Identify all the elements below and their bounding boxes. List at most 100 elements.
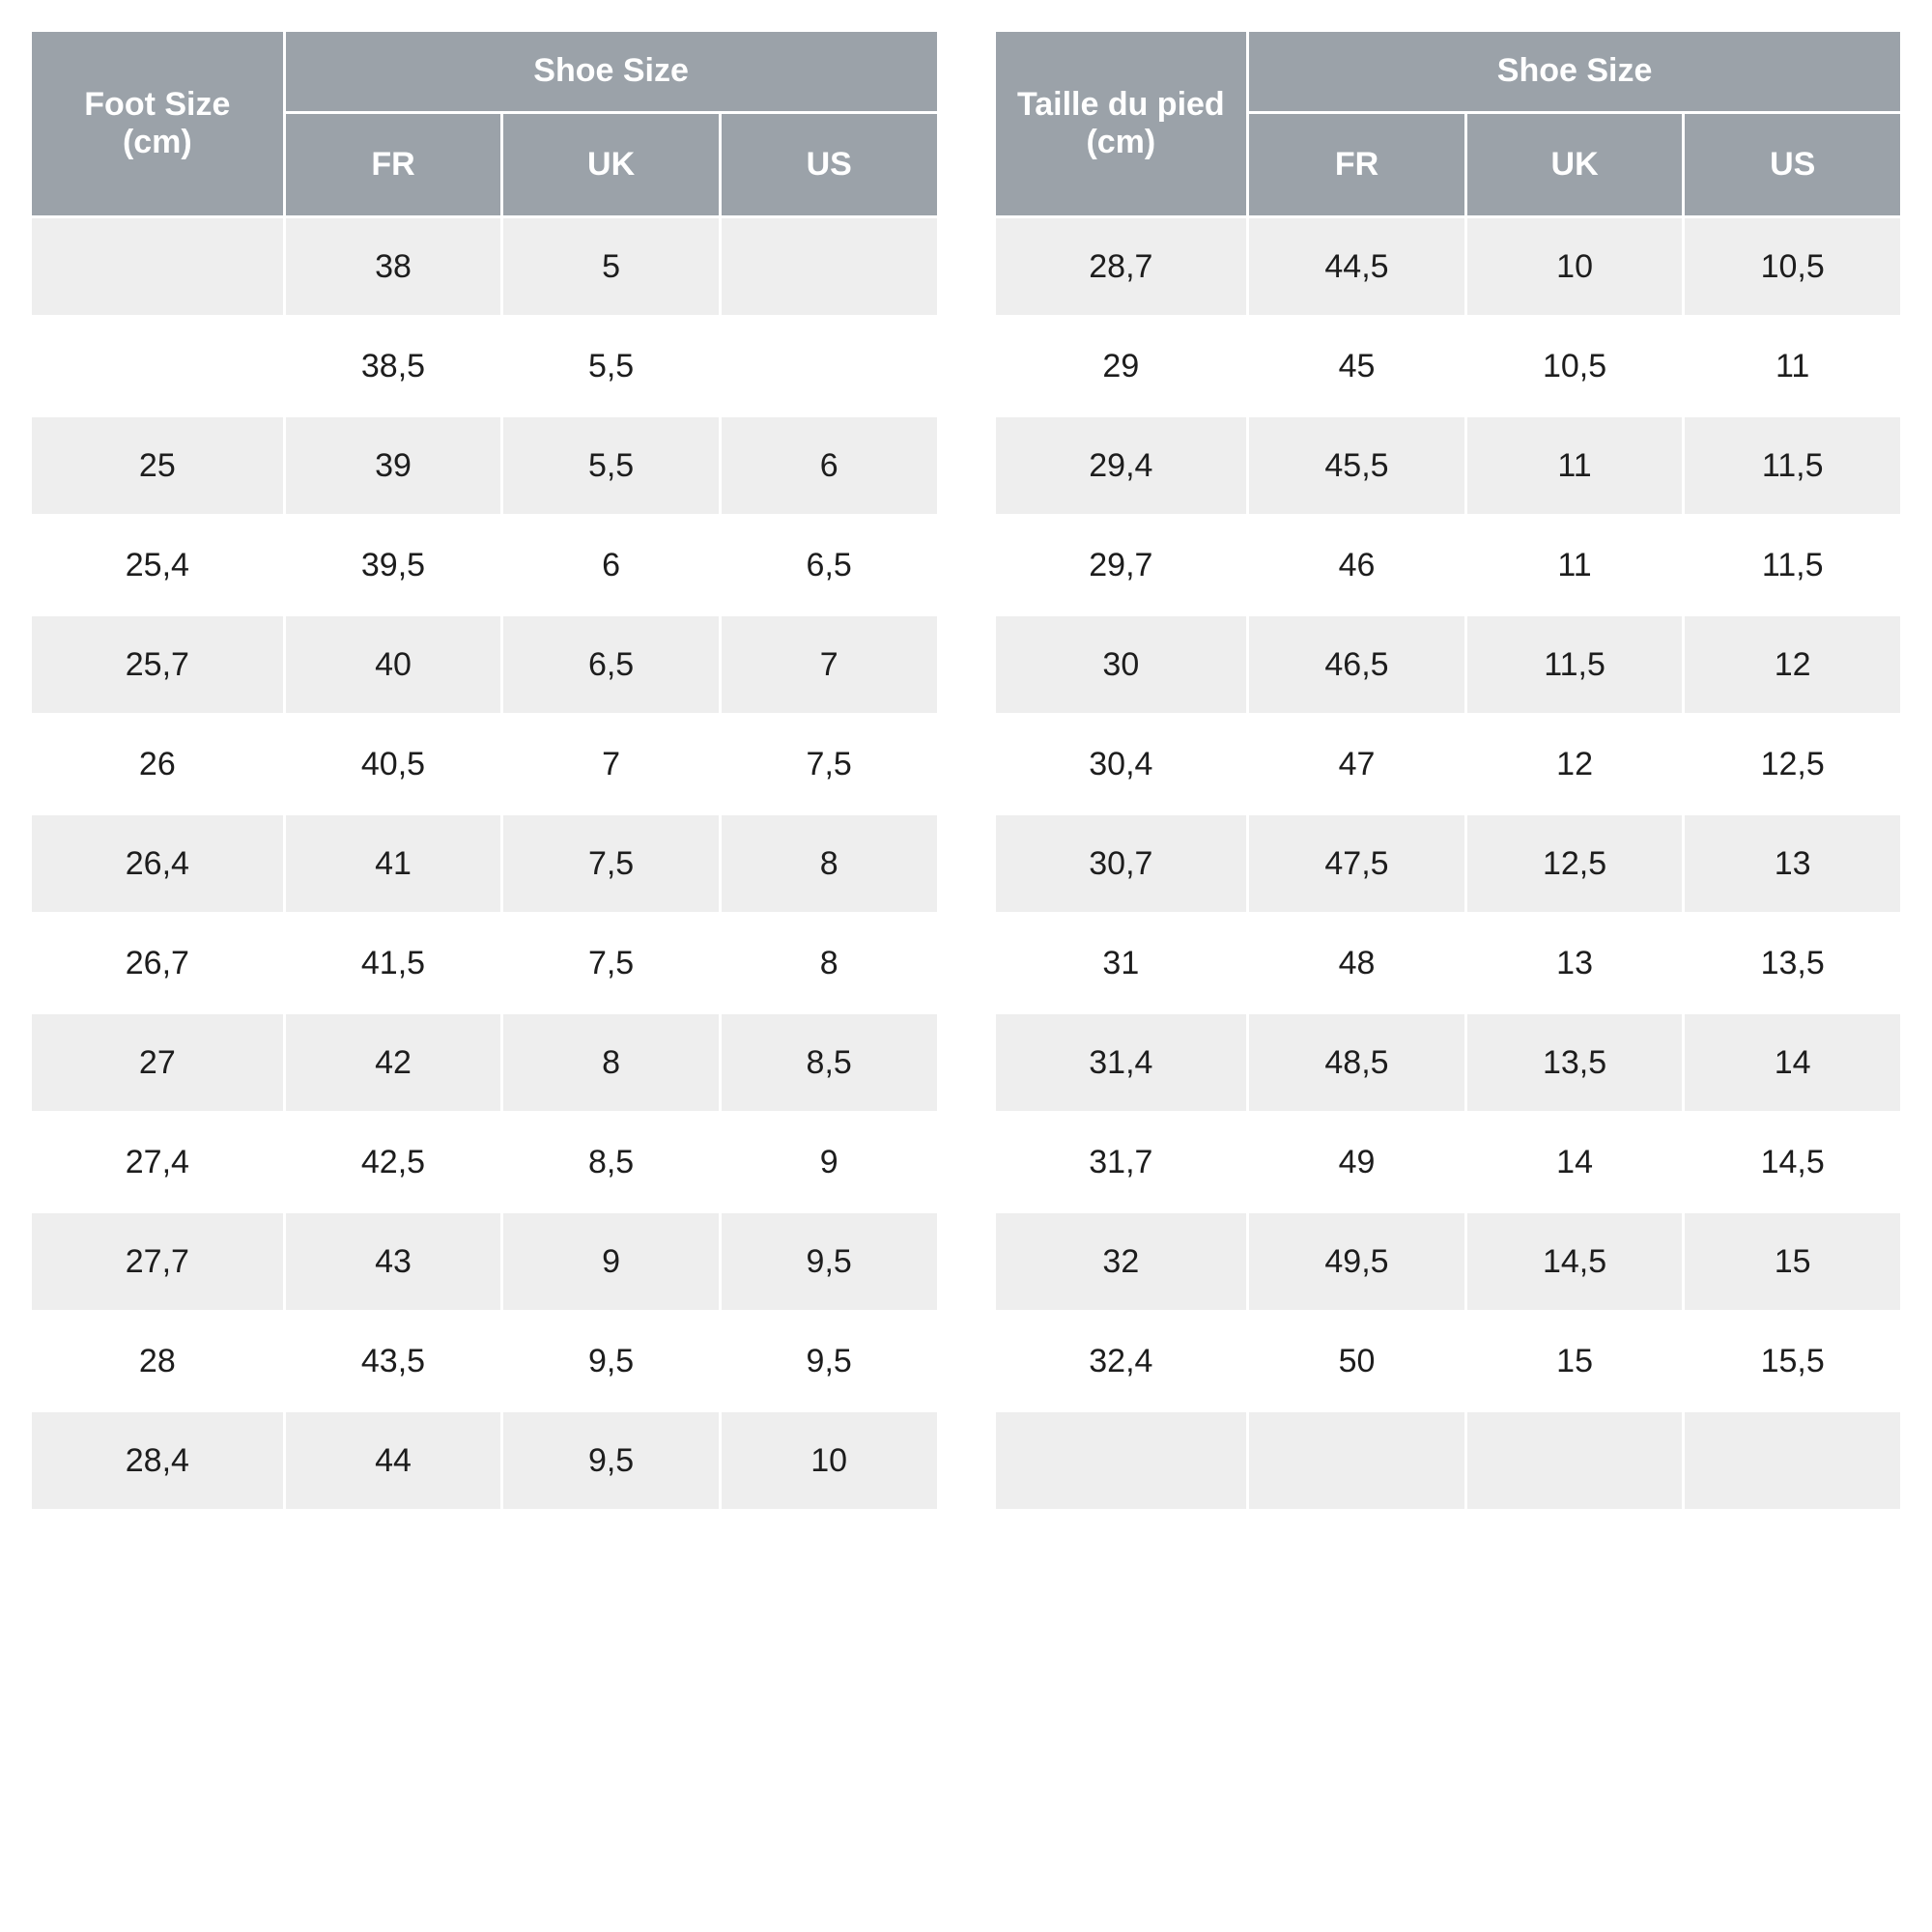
cell-uk: 12: [1467, 716, 1683, 812]
cell-fr: 48,5: [1249, 1014, 1464, 1111]
table-row: 385: [32, 218, 937, 315]
cell-fr: 42: [286, 1014, 501, 1111]
header-fr: FR: [286, 114, 501, 215]
tables-wrap: Foot Size(cm) Shoe Size FR UK US 38538,5…: [29, 29, 1903, 1512]
header-foot-size: Foot Size(cm): [32, 32, 283, 215]
cell-uk: 6,5: [503, 616, 719, 713]
cell-foot-cm: 28,4: [32, 1412, 283, 1509]
cell-foot-cm: 25,7: [32, 616, 283, 713]
cell-foot-cm: 28,7: [996, 218, 1247, 315]
cell-uk: 6: [503, 517, 719, 613]
table-row: 26,741,57,58: [32, 915, 937, 1011]
cell-fr: 43,5: [286, 1313, 501, 1409]
cell-uk: 12,5: [1467, 815, 1683, 912]
table-body-right: 28,744,51010,5294510,51129,445,51111,529…: [996, 218, 1901, 1509]
cell-fr: 40,5: [286, 716, 501, 812]
cell-foot-cm: [996, 1412, 1247, 1509]
cell-fr: 47,5: [1249, 815, 1464, 912]
cell-uk: 9,5: [503, 1412, 719, 1509]
cell-fr: 45,5: [1249, 417, 1464, 514]
cell-us: 12: [1685, 616, 1900, 713]
cell-uk: 10: [1467, 218, 1683, 315]
cell-fr: [1249, 1412, 1464, 1509]
cell-foot-cm: 31,4: [996, 1014, 1247, 1111]
cell-fr: 45: [1249, 318, 1464, 414]
cell-us: 15,5: [1685, 1313, 1900, 1409]
table-row: 31,448,513,514: [996, 1014, 1901, 1111]
cell-foot-cm: 32,4: [996, 1313, 1247, 1409]
table-row: 27,442,58,59: [32, 1114, 937, 1210]
cell-uk: 5,5: [503, 417, 719, 514]
header-shoe-size: Shoe Size: [286, 32, 937, 111]
table-row: 31481313,5: [996, 915, 1901, 1011]
cell-uk: 8,5: [503, 1114, 719, 1210]
header-foot-size: Taille du pied(cm): [996, 32, 1247, 215]
cell-foot-cm: 30: [996, 616, 1247, 713]
cell-us: 15: [1685, 1213, 1900, 1310]
cell-uk: 13: [1467, 915, 1683, 1011]
cell-uk: 7: [503, 716, 719, 812]
cell-foot-cm: [32, 218, 283, 315]
cell-fr: 39: [286, 417, 501, 514]
cell-us: 13,5: [1685, 915, 1900, 1011]
cell-us: 8: [722, 915, 937, 1011]
cell-foot-cm: 25,4: [32, 517, 283, 613]
header-uk: UK: [503, 114, 719, 215]
cell-uk: 5,5: [503, 318, 719, 414]
cell-us: 7,5: [722, 716, 937, 812]
cell-us: 6,5: [722, 517, 937, 613]
cell-uk: [1467, 1412, 1683, 1509]
table-body-left: 38538,55,525395,5625,439,566,525,7406,57…: [32, 218, 937, 1509]
cell-fr: 41: [286, 815, 501, 912]
size-table-left: Foot Size(cm) Shoe Size FR UK US 38538,5…: [29, 29, 940, 1512]
cell-foot-cm: 26,4: [32, 815, 283, 912]
cell-uk: 13,5: [1467, 1014, 1683, 1111]
table-row: 2843,59,59,5: [32, 1313, 937, 1409]
size-table-right: Taille du pied(cm) Shoe Size FR UK US 28…: [993, 29, 1904, 1512]
cell-foot-cm: 26,7: [32, 915, 283, 1011]
cell-foot-cm: 31,7: [996, 1114, 1247, 1210]
cell-fr: 40: [286, 616, 501, 713]
cell-foot-cm: 30,7: [996, 815, 1247, 912]
table-row: 30,747,512,513: [996, 815, 1901, 912]
header-us: US: [722, 114, 937, 215]
cell-uk: 11,5: [1467, 616, 1683, 713]
cell-fr: 47: [1249, 716, 1464, 812]
table-row: 28,744,51010,5: [996, 218, 1901, 315]
table-row: 25395,56: [32, 417, 937, 514]
table-row: 29,7461111,5: [996, 517, 1901, 613]
cell-us: [1685, 1412, 1900, 1509]
cell-us: 6: [722, 417, 937, 514]
cell-fr: 49: [1249, 1114, 1464, 1210]
cell-us: 7: [722, 616, 937, 713]
table-row: 38,55,5: [32, 318, 937, 414]
cell-foot-cm: 32: [996, 1213, 1247, 1310]
cell-foot-cm: 28: [32, 1313, 283, 1409]
cell-us: 9: [722, 1114, 937, 1210]
table-row: 27,74399,5: [32, 1213, 937, 1310]
cell-us: [722, 318, 937, 414]
cell-us: 12,5: [1685, 716, 1900, 812]
cell-fr: 41,5: [286, 915, 501, 1011]
table-row: 3046,511,512: [996, 616, 1901, 713]
cell-us: 11: [1685, 318, 1900, 414]
header-us: US: [1685, 114, 1900, 215]
cell-fr: 44: [286, 1412, 501, 1509]
table-row: 30,4471212,5: [996, 716, 1901, 812]
cell-us: [722, 218, 937, 315]
cell-fr: 38,5: [286, 318, 501, 414]
cell-foot-cm: 30,4: [996, 716, 1247, 812]
cell-fr: 39,5: [286, 517, 501, 613]
cell-uk: 5: [503, 218, 719, 315]
table-row: 3249,514,515: [996, 1213, 1901, 1310]
cell-uk: 8: [503, 1014, 719, 1111]
table-row: 25,7406,57: [32, 616, 937, 713]
table-row: 32,4501515,5: [996, 1313, 1901, 1409]
cell-uk: 15: [1467, 1313, 1683, 1409]
cell-us: 13: [1685, 815, 1900, 912]
cell-us: 11,5: [1685, 417, 1900, 514]
cell-fr: 49,5: [1249, 1213, 1464, 1310]
table-row: 31,7491414,5: [996, 1114, 1901, 1210]
table-row: 29,445,51111,5: [996, 417, 1901, 514]
cell-uk: 9: [503, 1213, 719, 1310]
